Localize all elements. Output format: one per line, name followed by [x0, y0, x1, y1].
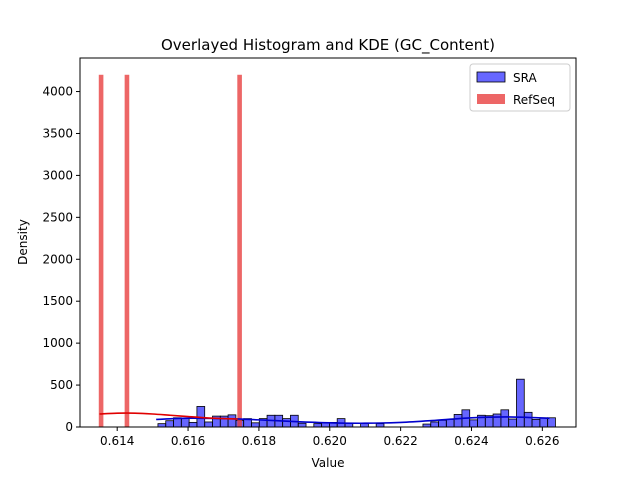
y-axis-label: Density: [16, 219, 30, 265]
refseq-legend-label: RefSeq: [513, 93, 555, 107]
sra-bar: [180, 417, 190, 428]
x-tick-label: 0.616: [171, 434, 205, 448]
y-tick-label: 3000: [42, 168, 73, 182]
x-tick-label: 0.620: [313, 434, 347, 448]
sra-bar: [430, 421, 439, 428]
chart-title: Overlayed Histogram and KDE (GC_Content): [161, 36, 495, 55]
sra-legend-label: SRA: [513, 71, 537, 85]
sra-bar: [516, 378, 525, 428]
sra-bar: [531, 419, 541, 428]
sra-bar: [523, 411, 533, 428]
sra-bar: [453, 414, 463, 428]
y-tick-label: 1500: [42, 294, 73, 308]
y-tick-label: 4000: [42, 85, 73, 99]
sra-bar: [438, 419, 447, 428]
sra-bar: [508, 418, 517, 428]
refseq-bar: [237, 74, 242, 428]
sra-bar: [227, 414, 237, 428]
y-tick-label: 3500: [42, 126, 73, 140]
sra-bar: [297, 422, 307, 428]
y-tick-label: 1000: [42, 336, 73, 350]
sra-bar: [469, 419, 478, 428]
sra-bar: [188, 421, 198, 428]
refseq-kde-line: [99, 412, 238, 420]
sra-bar: [547, 417, 556, 428]
y-tick-label: 2500: [42, 210, 73, 224]
refseq-bar: [124, 74, 130, 428]
sra-bar: [492, 413, 502, 428]
sra-legend-swatch: [476, 71, 506, 83]
x-axis-label: Value: [312, 456, 345, 470]
x-axis: 0.614 0.616 0.618 0.620 0.622 0.624 0.626: [100, 427, 560, 448]
y-tick-label: 500: [50, 378, 73, 392]
x-tick-label: 0.618: [242, 434, 276, 448]
sra-bar: [157, 423, 167, 428]
sra-bar: [360, 423, 369, 428]
sra-bar: [204, 421, 213, 428]
refseq-bar: [98, 74, 104, 428]
x-tick-label: 0.624: [454, 434, 488, 448]
sra-bar: [251, 422, 260, 428]
sra-bar: [313, 423, 323, 428]
refseq-legend-swatch: [477, 94, 505, 104]
legend: SRA RefSeq: [469, 63, 571, 112]
sra-bar: [539, 417, 549, 428]
sra-bar: [165, 420, 174, 428]
axes-frame: [79, 57, 577, 428]
sra-bar: [445, 419, 455, 428]
sra-bar: [375, 423, 385, 428]
y-axis: 0 500 1000 1500 2000 2500 3000 3500 4000: [42, 85, 80, 434]
x-tick-label: 0.626: [525, 434, 559, 448]
sra-bar: [282, 418, 291, 428]
x-tick-label: 0.614: [100, 434, 134, 448]
sra-bar: [500, 409, 510, 428]
y-tick-label: 0: [65, 420, 73, 434]
y-tick-label: 2000: [42, 252, 73, 266]
x-tick-label: 0.622: [383, 434, 417, 448]
